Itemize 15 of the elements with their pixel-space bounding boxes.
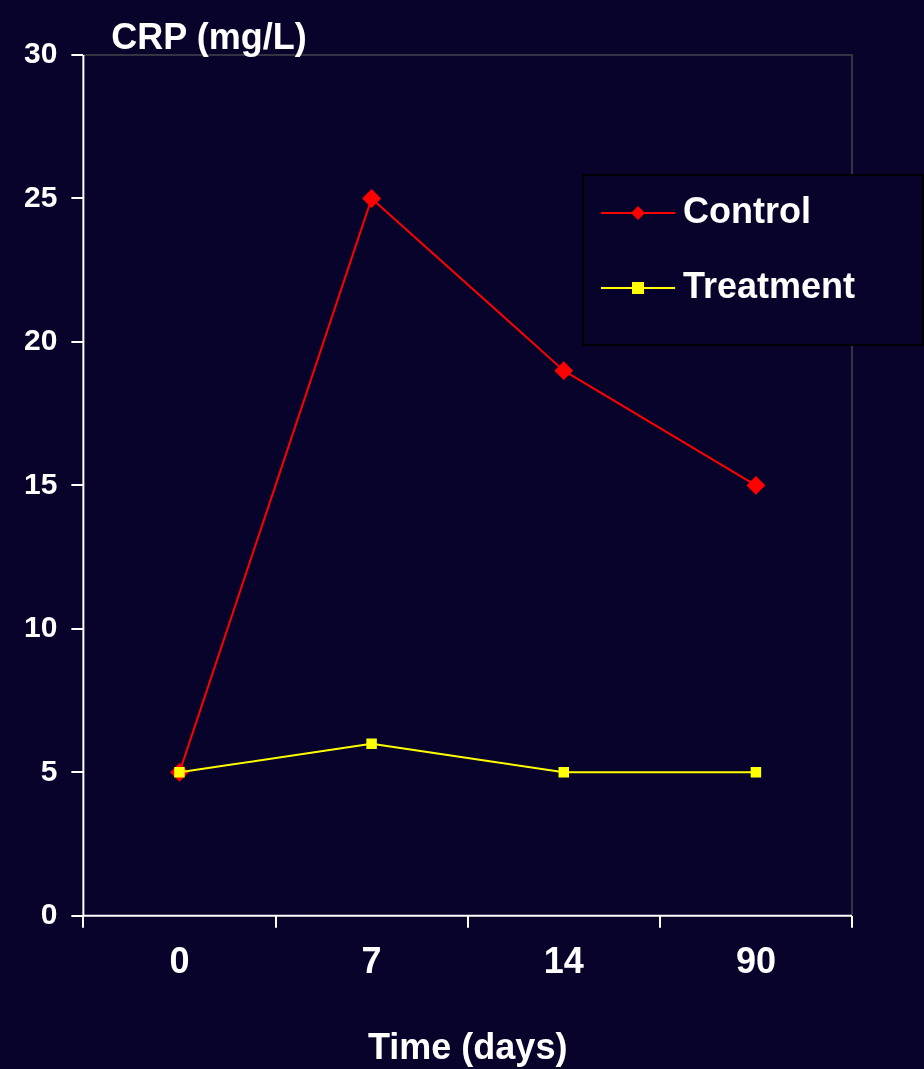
y-tick-label: 20 bbox=[23, 323, 58, 357]
legend-label: Treatment bbox=[683, 264, 856, 306]
x-tick-label: 0 bbox=[169, 940, 190, 982]
x-axis-title: Time (days) bbox=[367, 1025, 568, 1067]
y-tick-label: 15 bbox=[23, 466, 58, 500]
x-tick-label: 14 bbox=[543, 940, 584, 982]
y-tick-label: 5 bbox=[40, 753, 58, 787]
y-tick-label: 25 bbox=[23, 179, 58, 213]
x-tick-label: 90 bbox=[735, 940, 776, 982]
legend-label: Control bbox=[683, 189, 811, 231]
y-tick-label: 0 bbox=[40, 897, 58, 931]
y-axis-title: CRP (mg/L) bbox=[111, 15, 307, 57]
y-tick-label: 10 bbox=[23, 610, 58, 644]
x-tick-label: 7 bbox=[361, 940, 382, 982]
y-tick-label: 30 bbox=[23, 36, 58, 70]
